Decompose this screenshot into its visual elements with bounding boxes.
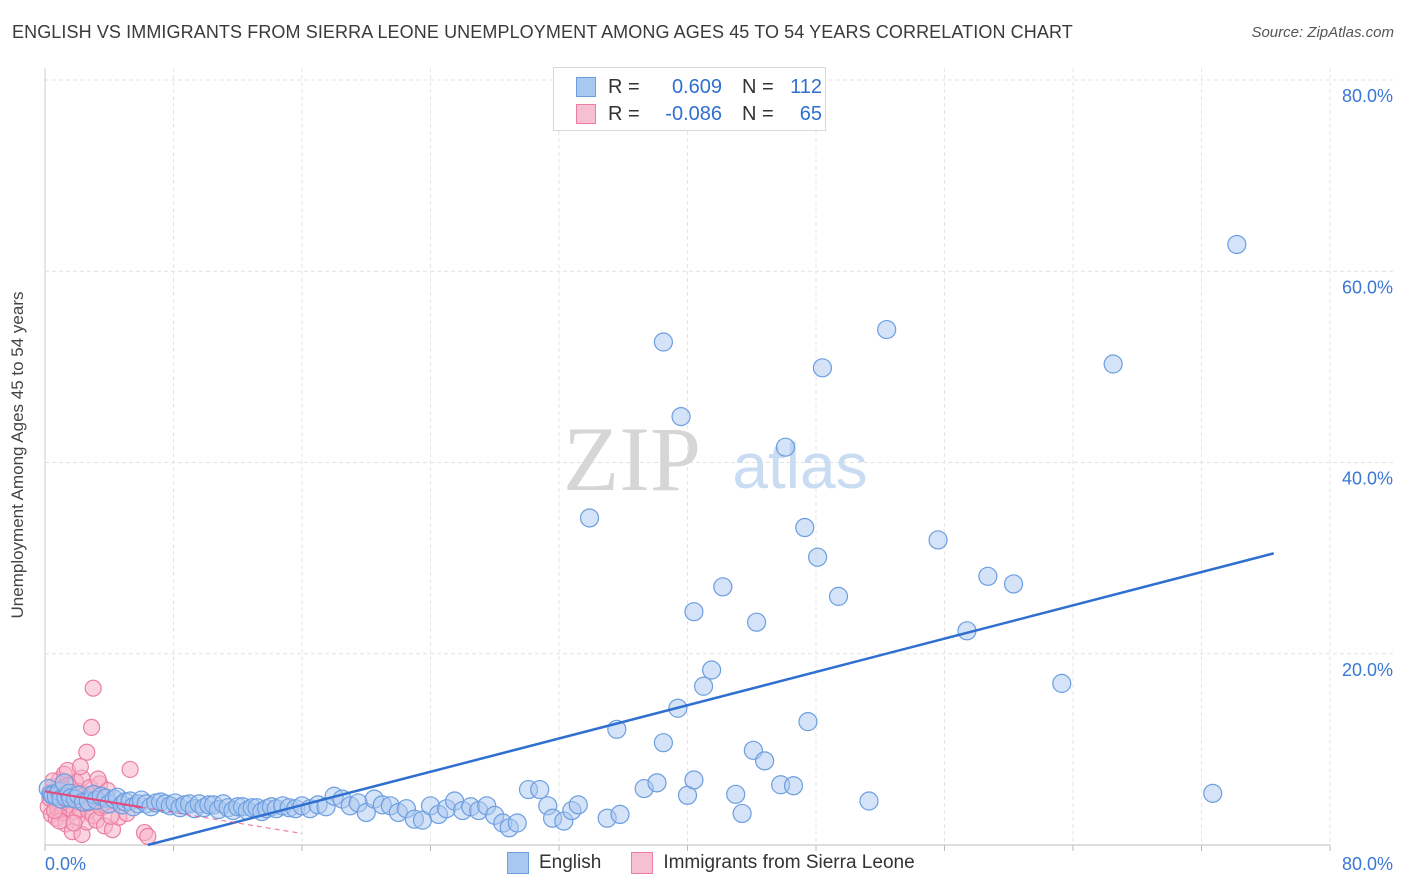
- y-tick-label: 20.0%: [1342, 660, 1393, 680]
- sierra-n-value: 65: [799, 102, 822, 125]
- x-tick-label: 80.0%: [1342, 854, 1393, 874]
- english-point: [507, 813, 527, 833]
- y-tick-label: 40.0%: [1342, 469, 1393, 489]
- sierra-leone-point: [65, 814, 83, 832]
- english-point: [732, 803, 752, 824]
- english-point: [610, 804, 630, 825]
- chart-title: ENGLISH VS IMMIGRANTS FROM SIERRA LEONE …: [12, 22, 1073, 42]
- y-axis-label: Unemployment Among Ages 45 to 54 years: [8, 291, 27, 619]
- y-tick-label: 80.0%: [1342, 86, 1393, 106]
- english-point: [653, 332, 674, 352]
- series-legend: English Immigrants from Sierra Leone: [507, 852, 945, 874]
- english-point: [713, 577, 733, 597]
- english-point: [928, 530, 948, 550]
- english-n-label: N =: [742, 75, 774, 98]
- tick-labels: 20.0% 40.0% 60.0% 80.0% 0.0% 80.0%: [45, 86, 1393, 874]
- english-point: [568, 795, 588, 815]
- english-point: [693, 676, 714, 696]
- sierra-leone-point: [121, 760, 139, 779]
- english-points: [38, 234, 1247, 838]
- english-point: [877, 319, 897, 340]
- sierra-r-value: -0.086: [665, 102, 722, 125]
- sierra-n-label: N =: [742, 102, 774, 125]
- english-r-value: 0.609: [671, 75, 722, 98]
- sierra-leone-trend-line: [44, 790, 142, 809]
- english-point: [684, 602, 704, 622]
- english-point: [754, 751, 775, 771]
- sierra-leone-point: [78, 743, 96, 761]
- english-point: [579, 508, 600, 528]
- english-point: [671, 407, 691, 427]
- english-legend-label: English: [539, 852, 602, 873]
- english-n-value: 112: [790, 75, 822, 98]
- x-tick-label: 0.0%: [45, 854, 86, 874]
- english-point: [808, 547, 828, 567]
- english-point: [1203, 783, 1223, 803]
- english-point: [812, 358, 833, 378]
- watermark-atlas: atlas: [732, 430, 867, 502]
- sierra-leone-point: [89, 770, 107, 788]
- english-point: [726, 784, 746, 804]
- sierra-leone-point: [139, 827, 157, 845]
- legend-row-sierra: R = -0.086 N = 65: [576, 102, 822, 126]
- english-r-label: R =: [608, 75, 640, 98]
- english-point: [653, 733, 674, 753]
- english-point: [1103, 354, 1123, 374]
- sierra-leone-trend-line-extension: [141, 806, 303, 835]
- english-swatch: [576, 77, 596, 97]
- english-point: [859, 791, 879, 811]
- english-point: [647, 773, 667, 793]
- english-point: [746, 612, 767, 632]
- source-credit: Source: ZipAtlas.com: [1251, 24, 1394, 41]
- english-point: [828, 586, 849, 606]
- sierra-leone-point: [71, 757, 89, 776]
- legend-item-english[interactable]: English: [507, 852, 601, 874]
- sierra-r-label: R =: [608, 102, 640, 125]
- english-legend-swatch: [507, 852, 529, 874]
- sierra-leone-point: [82, 718, 101, 736]
- sierra-leone-point: [84, 679, 102, 697]
- trend-lines: [44, 552, 1275, 847]
- stats-legend: R = 0.609 N = 112 R = -0.086 N = 65: [553, 67, 826, 131]
- english-point: [530, 779, 550, 800]
- english-point: [783, 776, 804, 796]
- sierra-legend-label: Immigrants from Sierra Leone: [663, 852, 915, 873]
- sierra-leone-points: [39, 679, 157, 845]
- legend-item-sierra[interactable]: Immigrants from Sierra Leone: [631, 852, 915, 874]
- axes: [44, 68, 1331, 851]
- english-point: [978, 566, 998, 586]
- english-point: [798, 712, 818, 732]
- legend-row-english: R = 0.609 N = 112: [576, 75, 822, 99]
- english-trend-line: [147, 552, 1275, 847]
- sierra-legend-swatch: [631, 852, 654, 874]
- english-point: [1003, 574, 1024, 594]
- english-point: [1052, 673, 1072, 693]
- english-point: [795, 517, 815, 538]
- english-point: [701, 660, 722, 680]
- english-point: [775, 437, 796, 457]
- english-point: [1227, 234, 1247, 255]
- watermark: ZIP atlas: [563, 408, 868, 510]
- y-tick-label: 60.0%: [1342, 277, 1393, 297]
- grid-lines: [45, 68, 1393, 845]
- sierra-swatch: [576, 104, 596, 124]
- english-point: [684, 770, 704, 790]
